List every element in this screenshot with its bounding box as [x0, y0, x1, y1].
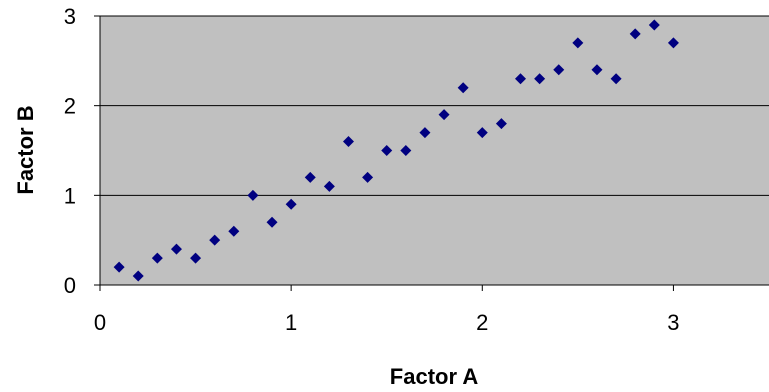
data-point [495, 118, 507, 130]
data-point [170, 243, 182, 255]
data-point [285, 198, 297, 210]
data-point [400, 145, 412, 156]
data-point [190, 252, 202, 264]
data-point [247, 189, 259, 201]
data-point [419, 127, 431, 139]
data-point [228, 225, 240, 237]
data-point [515, 73, 527, 85]
y-tick-label: 0 [64, 273, 76, 298]
data-point [209, 234, 221, 246]
data-point [304, 171, 316, 183]
data-point [610, 73, 622, 85]
data-point [457, 82, 469, 94]
data-point [667, 37, 679, 49]
data-point [266, 216, 278, 228]
y-axis-title: Factor B [13, 105, 38, 194]
data-point [362, 171, 374, 183]
data-point [629, 28, 641, 40]
data-point [132, 270, 144, 282]
data-point [534, 73, 546, 85]
data-point [572, 37, 584, 49]
data-point [151, 252, 163, 264]
data-point [342, 136, 354, 148]
tick-labels: 0 1 2 3 0 1 2 3 [64, 4, 680, 335]
data-points [113, 19, 679, 282]
x-tick-label: 1 [285, 310, 297, 335]
data-point [553, 64, 565, 76]
data-point [113, 261, 125, 273]
y-tick-label: 3 [64, 4, 76, 29]
gridlines [100, 15, 769, 196]
data-point [648, 19, 660, 31]
data-point [323, 180, 335, 192]
x-tick-label: 2 [476, 310, 488, 335]
x-tick-label: 3 [667, 310, 679, 335]
y-tick-label: 2 [64, 94, 76, 119]
data-point [381, 145, 393, 156]
data-point [476, 127, 488, 139]
axes [94, 15, 769, 291]
data-point [591, 64, 603, 76]
plot-area [100, 16, 769, 285]
y-tick-label: 1 [64, 183, 76, 208]
data-point [438, 109, 450, 121]
x-axis-title: Factor A [390, 364, 479, 389]
x-tick-label: 0 [94, 310, 106, 335]
